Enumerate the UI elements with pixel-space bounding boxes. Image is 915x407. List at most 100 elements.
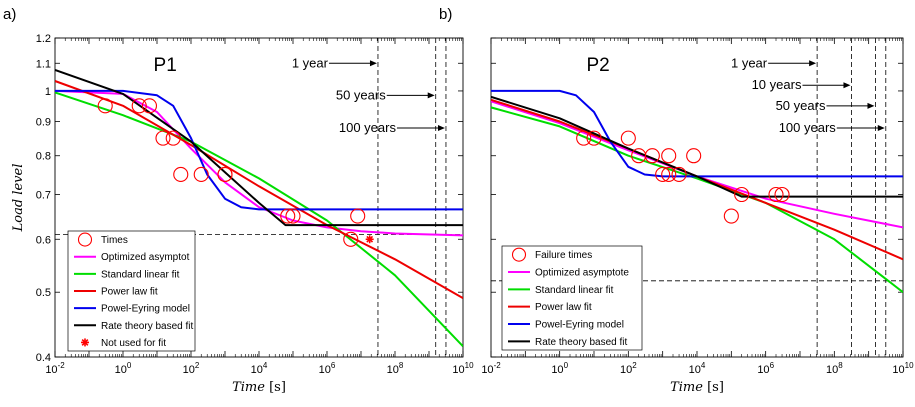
- asterisk-stroke: [366, 235, 374, 243]
- data-point: [285, 208, 301, 224]
- arrow-head: [369, 60, 377, 67]
- data-point: [644, 148, 660, 164]
- legend-label: Not used for fit: [101, 338, 166, 349]
- arrow-head: [437, 125, 445, 132]
- annotation-label: 1 year: [731, 55, 768, 70]
- data-point: [165, 130, 181, 146]
- series-line: [491, 106, 903, 293]
- x-tick-label: 108: [387, 361, 404, 376]
- data-point: [671, 166, 687, 183]
- data-point: [155, 130, 171, 146]
- data-point: [343, 231, 359, 247]
- data-point: [217, 166, 233, 183]
- legend-label: Standard linear fit: [535, 285, 614, 296]
- annotation-label: 100 years: [779, 120, 837, 135]
- data-point: [576, 130, 592, 146]
- legend-label: Power law fit: [101, 287, 158, 298]
- data-point: [768, 186, 784, 203]
- y-tick-label: 0.4: [36, 352, 51, 364]
- legend-marker: [77, 232, 93, 247]
- data-point: [280, 208, 296, 224]
- data-point: [620, 130, 636, 146]
- legend-label: Failure times: [535, 250, 592, 261]
- y-tick-label: 0.6: [36, 234, 51, 246]
- y-tick-label: 0.9: [36, 117, 51, 129]
- legend: Failure times Optimized asymptote Standard…: [501, 245, 643, 351]
- legend-marker: [81, 338, 89, 347]
- series-line: [55, 80, 463, 299]
- data-point: [734, 186, 750, 203]
- x-axis-label: Time [s]: [232, 380, 286, 395]
- x-tick-label: 104: [251, 361, 268, 376]
- data-point: [350, 208, 366, 224]
- data-point: [686, 148, 702, 164]
- y-tick-label: 1.2: [36, 33, 51, 45]
- panel-label: a): [3, 6, 16, 23]
- x-tick-label: 106: [319, 361, 336, 376]
- x-tick-label: 100: [551, 361, 568, 376]
- legend-label: Times: [101, 235, 128, 246]
- x-tick-label: 108: [826, 361, 843, 376]
- y-tick-label: 1.1: [36, 58, 51, 70]
- x-tick-label: 100: [115, 361, 132, 376]
- panel-title: P1: [154, 55, 177, 76]
- x-tick-label: 1010: [892, 361, 914, 376]
- plot-area: [55, 38, 463, 357]
- legend-label: Optimized asymptote: [535, 268, 629, 279]
- series-line: [55, 68, 463, 227]
- chart-panel-2: 10-2 100 102 104 106 108 1010 1 year 10 years 50 …: [439, 6, 914, 395]
- series-line: [55, 89, 463, 237]
- series-line: [55, 89, 463, 211]
- x-tick-label: 102: [183, 361, 200, 376]
- x-tick-label: 102: [620, 361, 637, 376]
- legend: Times Optimized asymptot Standard linear f…: [67, 230, 196, 352]
- y-tick-label: 1: [45, 86, 51, 98]
- y-axis-label: Load level: [11, 164, 26, 233]
- data-point: [774, 186, 790, 203]
- data-point: [193, 166, 209, 183]
- arrow-head: [843, 82, 851, 89]
- annotation-label: 100 years: [339, 120, 397, 135]
- axes-frame: [54, 37, 464, 358]
- legend-label: Optimized asymptot: [101, 252, 190, 263]
- data-point: [173, 166, 189, 183]
- series-line: [55, 91, 463, 347]
- annotation-label: 1 year: [292, 55, 329, 70]
- data-point: [655, 166, 671, 183]
- arrow-head: [867, 102, 875, 109]
- arrow-head: [877, 125, 885, 132]
- arrow-head: [427, 92, 435, 99]
- data-point: [586, 130, 602, 146]
- data-point: [661, 166, 677, 183]
- chart-panel-1: 10-2 100 102 104 106 108 1010 0.4 0.5 0.6 0.7 0.8 0.…: [3, 6, 474, 395]
- legend-label: Powel-Eyring model: [535, 320, 624, 331]
- data-point: [131, 98, 147, 114]
- data-point: [141, 98, 158, 114]
- panel-title: P2: [586, 55, 609, 76]
- y-tick-label: 0.5: [36, 287, 51, 299]
- x-tick-label: 106: [757, 361, 774, 376]
- legend-box: [501, 245, 643, 351]
- legend-label: Rate theory based fit: [101, 321, 193, 332]
- annotation-label: 10 years: [752, 77, 802, 92]
- legend-label: Powel-Eyring model: [101, 304, 190, 315]
- data-point: [723, 208, 739, 224]
- legend-marker: [511, 247, 527, 262]
- data-point: [97, 98, 113, 114]
- series-line: [491, 89, 903, 178]
- annotation-label: 50 years: [776, 98, 826, 113]
- legend-label: Standard linear fit: [101, 269, 180, 280]
- x-tick-label: 104: [689, 361, 706, 376]
- y-tick-label: 0.8: [36, 151, 51, 163]
- data-point: [661, 148, 677, 164]
- legend-label: Rate theory based fit: [535, 337, 627, 348]
- x-tick-label: 10-2: [481, 361, 501, 376]
- legend-label: Power law fit: [535, 302, 592, 313]
- x-tick-label: 10-2: [45, 361, 65, 376]
- series-line: [491, 95, 903, 198]
- excluded-point: [365, 235, 374, 244]
- asterisk-stroke: [81, 339, 89, 346]
- y-tick-label: 0.7: [36, 190, 51, 202]
- x-tick-label: 1010: [452, 361, 474, 376]
